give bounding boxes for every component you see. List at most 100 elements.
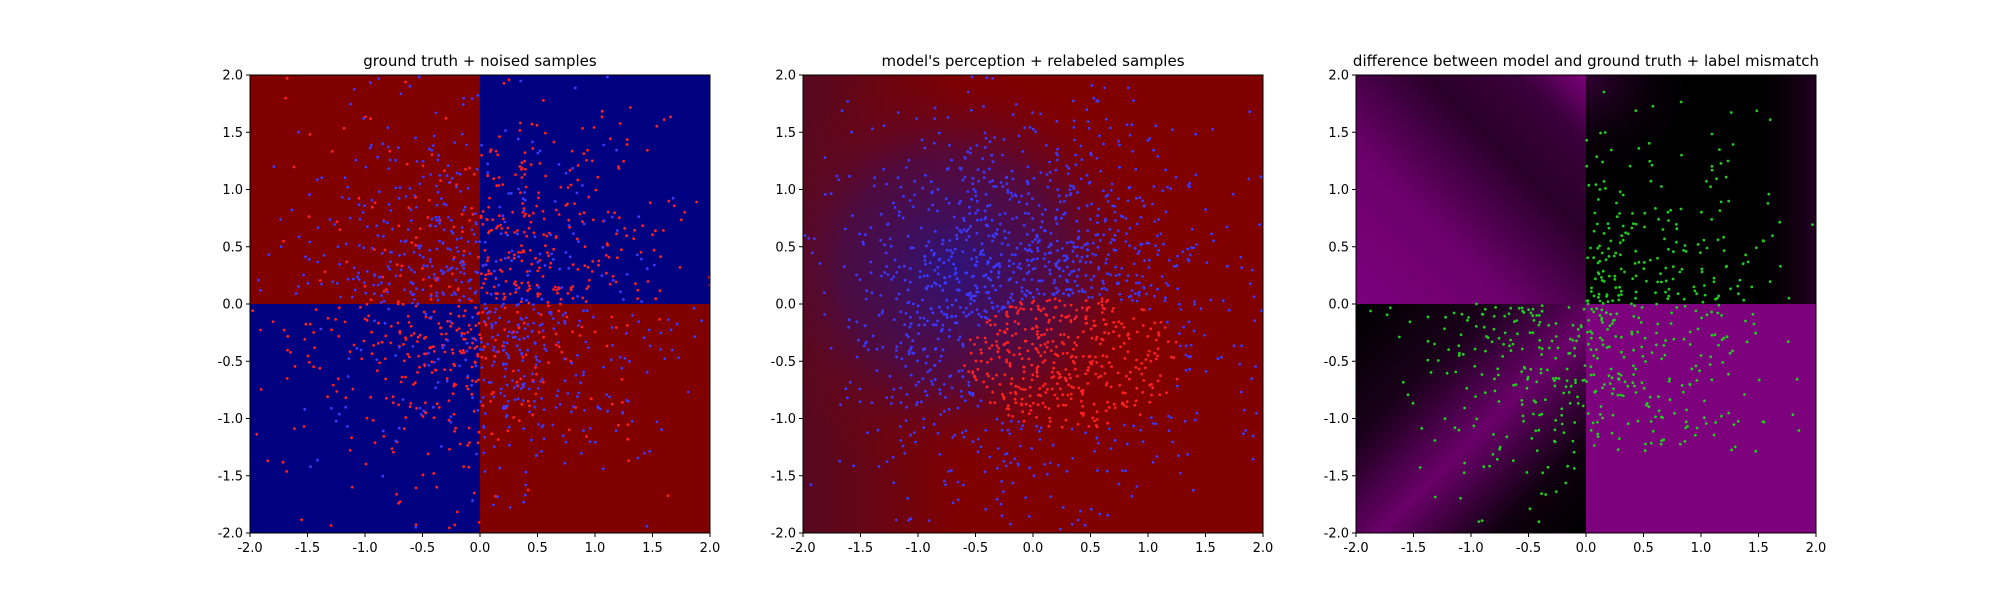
sample-point — [531, 329, 534, 333]
sample-point — [996, 304, 999, 308]
sample-point — [1081, 355, 1085, 358]
sample-point — [416, 335, 420, 339]
sample-point — [1642, 267, 1646, 270]
sample-point — [1626, 232, 1630, 236]
sample-point — [1058, 372, 1061, 376]
sample-point — [671, 196, 675, 200]
sample-point — [1203, 333, 1206, 337]
sample-point — [969, 151, 972, 155]
sample-point — [1621, 193, 1625, 197]
sample-point — [654, 297, 658, 301]
sample-point — [1623, 270, 1626, 274]
sample-point — [1039, 394, 1043, 398]
sample-point — [1109, 126, 1112, 130]
sample-point — [1602, 280, 1606, 283]
sample-point — [865, 289, 869, 293]
sample-point — [478, 347, 482, 351]
sample-point — [468, 287, 472, 290]
sample-point — [1192, 488, 1195, 492]
sample-point — [1633, 304, 1636, 308]
sample-point — [1012, 270, 1015, 274]
sample-point — [1004, 452, 1007, 456]
sample-point — [462, 267, 466, 270]
sample-point — [421, 267, 424, 270]
sample-point — [486, 174, 490, 178]
sample-point — [523, 493, 527, 497]
sample-point — [1067, 167, 1071, 170]
sample-point — [421, 473, 425, 477]
sample-point — [1038, 438, 1042, 441]
sample-point — [347, 197, 351, 201]
sample-point — [450, 321, 454, 325]
sample-point — [581, 373, 585, 377]
sample-point — [570, 410, 573, 414]
sample-point — [514, 291, 518, 294]
sample-point — [1106, 513, 1110, 517]
sample-point — [677, 356, 680, 359]
sample-point — [387, 282, 391, 286]
sample-point — [434, 111, 438, 115]
sample-point — [986, 276, 990, 280]
sample-point — [1067, 383, 1071, 387]
sample-point — [1152, 185, 1156, 189]
sample-point — [1065, 194, 1068, 198]
sample-point — [823, 193, 827, 196]
sample-point — [572, 232, 575, 236]
y-tick-label: 1.0 — [1328, 183, 1349, 198]
sample-point — [899, 401, 903, 404]
sample-point — [890, 395, 894, 399]
sample-point — [399, 92, 403, 96]
sample-point — [585, 287, 589, 290]
sample-point — [257, 278, 260, 282]
panel-difference: -2.0 -1.5 -1.0 -0.5 0.0 0.5 1.0 1.5 2.0-2.0-1.5-… — [1324, 52, 1827, 556]
sample-point — [1039, 171, 1043, 175]
sample-point — [522, 427, 526, 431]
sample-point — [896, 176, 900, 180]
sample-point — [418, 333, 422, 337]
sample-point — [1630, 226, 1634, 230]
sample-point — [1673, 411, 1676, 415]
sample-point — [523, 173, 527, 176]
sample-point — [1030, 278, 1034, 281]
sample-point — [1021, 150, 1025, 153]
sample-point — [492, 348, 495, 352]
sample-point — [1114, 325, 1118, 329]
sample-point — [993, 401, 997, 404]
sample-point — [924, 361, 928, 365]
sample-point — [1137, 294, 1141, 297]
sample-point — [864, 233, 867, 237]
sample-point — [433, 272, 436, 276]
sample-point — [454, 292, 458, 296]
sample-point — [1073, 341, 1077, 345]
sample-point — [574, 406, 577, 409]
sample-point — [1125, 374, 1128, 378]
sample-point — [376, 155, 380, 159]
sample-point — [895, 270, 898, 274]
sample-point — [1193, 300, 1196, 303]
sample-point — [1067, 335, 1070, 339]
sample-point — [1005, 176, 1008, 180]
sample-point — [976, 336, 979, 339]
sample-point — [1142, 308, 1146, 312]
sample-point — [1718, 148, 1721, 152]
sample-point — [1029, 307, 1033, 311]
sample-point — [363, 284, 367, 288]
sample-point — [1598, 299, 1602, 303]
sample-point — [1043, 463, 1046, 466]
sample-point — [932, 422, 936, 426]
sample-point — [464, 358, 468, 362]
sample-point — [906, 496, 909, 500]
sample-point — [444, 116, 448, 120]
sample-point — [532, 380, 536, 384]
sample-point — [406, 352, 410, 356]
sample-point — [541, 377, 544, 381]
sample-point — [1700, 316, 1703, 320]
sample-point — [1571, 439, 1575, 443]
sample-point — [1043, 405, 1047, 409]
sample-point — [1017, 134, 1021, 138]
sample-point — [1683, 304, 1687, 308]
sample-point — [1127, 337, 1131, 340]
sample-point — [1087, 366, 1090, 369]
sample-point — [1497, 336, 1501, 340]
sample-point — [1084, 317, 1088, 321]
